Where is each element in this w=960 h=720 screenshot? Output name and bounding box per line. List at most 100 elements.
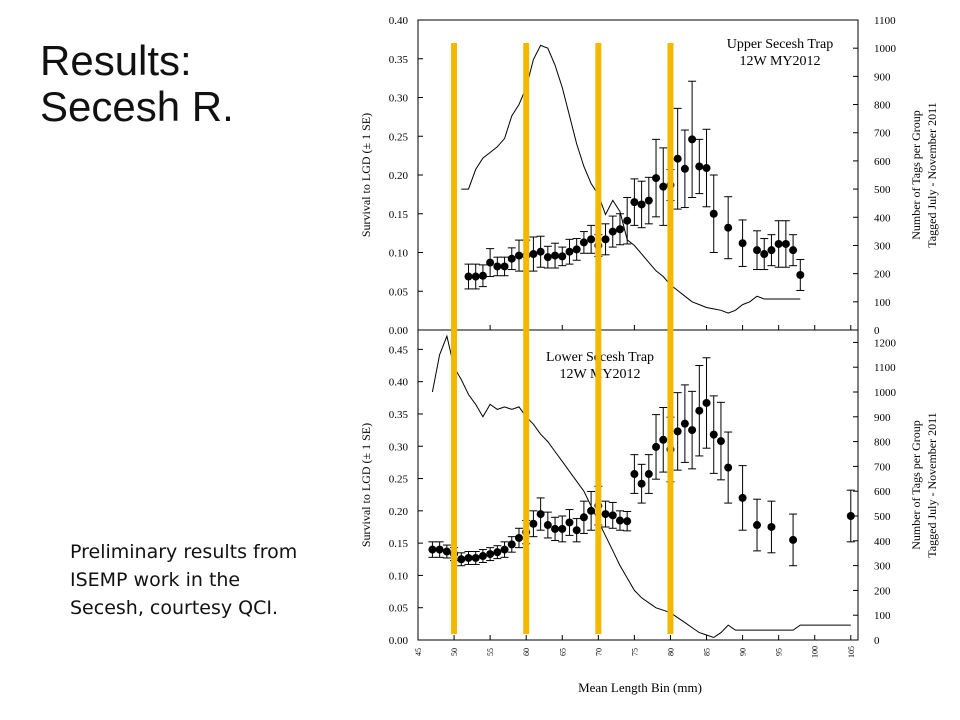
lower-y2tick-label: 300 <box>874 561 891 573</box>
lower-survival-point <box>442 547 451 556</box>
lower-survival-point <box>724 463 733 472</box>
lower-y2tick-label: 600 <box>874 486 891 498</box>
lower-xtick-label: 50 <box>450 648 459 656</box>
lower-xtick-label: 100 <box>811 646 820 658</box>
lower-secesh-panel: 0.00 0.05 0.10 0.15 0.20 0.25 0.30 0.35 0.40 0.45… <box>359 329 939 658</box>
lower-survival-point <box>587 506 596 515</box>
caption: Preliminary results from ISEMP work in t… <box>70 538 350 622</box>
lower-survival-point <box>688 426 697 435</box>
lower-y2tick-label: 200 <box>874 585 891 597</box>
lower-xtick-label: 45 <box>414 648 423 656</box>
lower-y2tick-label: 400 <box>874 536 891 548</box>
caption-line-1: Preliminary results from <box>70 541 298 563</box>
lower-y2tick-label: 1100 <box>874 362 896 374</box>
lower-survival-point <box>514 533 523 542</box>
upper-ytick-label: 0.15 <box>389 209 409 221</box>
upper-survival-point <box>796 270 805 279</box>
lower-survival-point <box>789 535 798 544</box>
lower-xtick-label: 105 <box>847 646 856 658</box>
upper-y2tick-label: 300 <box>874 240 891 252</box>
upper-survival-point <box>695 162 704 171</box>
lower-y2tick-label: 100 <box>874 610 891 622</box>
lower-survival-point <box>673 427 682 436</box>
upper-survival-point <box>623 216 632 225</box>
upper-y2tick-label: 0 <box>874 325 880 337</box>
lower-tag-count-line <box>431 334 851 639</box>
upper-survival-point <box>514 251 523 260</box>
upper-survival-point <box>558 252 567 261</box>
lower-survival-point <box>464 553 473 562</box>
lower-survival-point <box>615 516 624 525</box>
caption-line-2: ISEMP work in the <box>70 569 241 591</box>
lower-survival-point <box>702 398 711 407</box>
upper-survival-point <box>637 200 646 209</box>
upper-y2tick-label: 800 <box>874 100 891 112</box>
lower-y-axis-label: Survival to LGD (± 1 SE) <box>359 423 373 547</box>
upper-survival-point <box>551 251 560 260</box>
lower-survival-point <box>579 513 588 522</box>
upper-y2tick-label: 700 <box>874 128 891 140</box>
lower-survival-point <box>507 540 516 549</box>
upper-secesh-panel: 0.00 0.05 0.10 0.15 0.20 0.25 0.30 0.35 0.40 0 100… <box>359 15 939 337</box>
upper-survival-point <box>579 238 588 247</box>
upper-ytick-label: 0.05 <box>389 286 409 298</box>
upper-y2-axis-label-2: Tagged July - November 2011 <box>925 102 939 247</box>
slide-title: Results: Secesh R. <box>40 38 234 130</box>
lower-survival-point <box>767 522 776 531</box>
upper-survival-point <box>536 247 545 256</box>
lower-plot-frame <box>417 329 859 641</box>
lower-y2tick-label: 800 <box>874 437 891 449</box>
lower-ytick-label: 0.00 <box>389 635 409 647</box>
lower-survival-point <box>709 430 718 439</box>
lower-survival-point <box>644 470 653 479</box>
upper-survival-point <box>464 272 473 281</box>
lower-survival-point <box>471 553 480 562</box>
lower-xtick-label: 65 <box>558 648 567 656</box>
lower-ytick-label: 0.20 <box>389 506 409 518</box>
upper-survival-point <box>478 271 487 280</box>
lower-survival-point <box>536 510 545 519</box>
lower-ytick-label: 0.25 <box>389 474 409 486</box>
lower-survival-point <box>680 419 689 428</box>
x-axis-label: Mean Length Bin (mm) <box>578 680 702 695</box>
lower-survival-point <box>652 442 661 451</box>
upper-y2tick-label: 600 <box>874 156 891 168</box>
lower-survival-point <box>551 524 560 533</box>
lower-survival-point <box>529 519 538 528</box>
upper-survival-point <box>615 225 624 234</box>
lower-y2tick-label: 1200 <box>874 337 897 349</box>
lower-y2tick-label: 0 <box>874 635 880 647</box>
upper-survival-point <box>630 198 639 207</box>
upper-survival-point <box>543 253 552 262</box>
upper-survival-point <box>781 239 790 248</box>
lower-survival-point <box>428 545 437 554</box>
lower-xtick-label: 85 <box>703 648 712 656</box>
lower-y2-axis-label-2: Tagged July - November 2011 <box>925 412 939 557</box>
lower-survival-point <box>572 526 581 535</box>
upper-survival-point <box>738 239 747 248</box>
lower-xtick-label: 90 <box>739 648 748 656</box>
upper-tag-count-line <box>461 44 801 314</box>
lower-survival-point <box>659 435 668 444</box>
upper-survival-point <box>587 235 596 244</box>
upper-survival-point <box>507 254 516 263</box>
lower-ytick-label: 0.30 <box>389 441 409 453</box>
lower-y2tick-label: 500 <box>874 511 891 523</box>
lower-survival-point <box>623 517 632 526</box>
upper-survival-point <box>767 246 776 255</box>
upper-survival-point <box>673 154 682 163</box>
lower-y2tick-label: 1000 <box>874 387 897 399</box>
lower-survival-point <box>716 437 725 446</box>
upper-survival-point <box>572 245 581 254</box>
lower-xtick-label: 80 <box>666 648 675 656</box>
lower-survival-point <box>608 511 617 520</box>
lower-xtick-label: 60 <box>522 648 531 656</box>
lower-ytick-label: 0.05 <box>389 603 409 615</box>
upper-chart-subtitle: 12W MY2012 <box>739 54 820 69</box>
upper-ytick-label: 0.40 <box>389 15 409 27</box>
upper-survival-point <box>471 272 480 281</box>
lower-ytick-label: 0.45 <box>389 344 409 356</box>
upper-survival-point <box>565 247 574 256</box>
lower-xtick-label: 95 <box>775 648 784 656</box>
